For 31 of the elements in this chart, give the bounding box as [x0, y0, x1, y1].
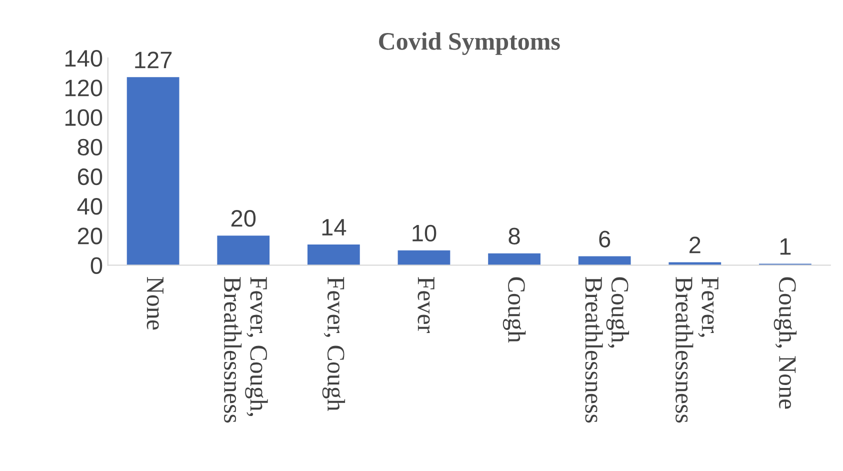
data-label: 127 — [135, 52, 172, 68]
data-label: 14 — [322, 219, 346, 236]
x-tick-label: Fever — [418, 277, 434, 333]
chart-title: Covid Symptoms — [379, 32, 560, 55]
y-tick-label: 60 — [78, 168, 102, 186]
y-tick-label: 0 — [90, 257, 102, 274]
bar — [398, 250, 450, 266]
bar — [488, 253, 540, 266]
data-label: 2 — [690, 236, 700, 254]
x-tick-label: None — [146, 277, 164, 330]
data-label: 8 — [508, 228, 520, 244]
y-tick-label: 20 — [78, 228, 102, 244]
x-tick-label: Fever, Breathlessness — [676, 277, 718, 423]
bar — [217, 236, 270, 266]
y-tick-label: 100 — [65, 109, 102, 126]
data-label: 20 — [231, 210, 256, 227]
data-label: 6 — [599, 230, 610, 248]
y-tick-label: 40 — [77, 198, 102, 215]
data-label: 1 — [780, 238, 791, 255]
y-tick-label: 120 — [65, 80, 102, 96]
bar — [578, 256, 631, 266]
x-tick-label: Fever, Cough — [322, 277, 346, 412]
bar — [307, 244, 360, 266]
x-tick-label: Fever, Cough, Breathlessness — [224, 277, 268, 423]
x-tick-label: Cough — [502, 277, 526, 343]
data-label: 10 — [412, 224, 436, 242]
y-tick-label: 140 — [65, 50, 102, 67]
y-tick-label: 80 — [78, 138, 102, 156]
x-tick-label: Cough, None — [774, 277, 797, 409]
x-tick-label: Cough, Breathlessness — [585, 277, 630, 423]
bar — [126, 77, 180, 266]
